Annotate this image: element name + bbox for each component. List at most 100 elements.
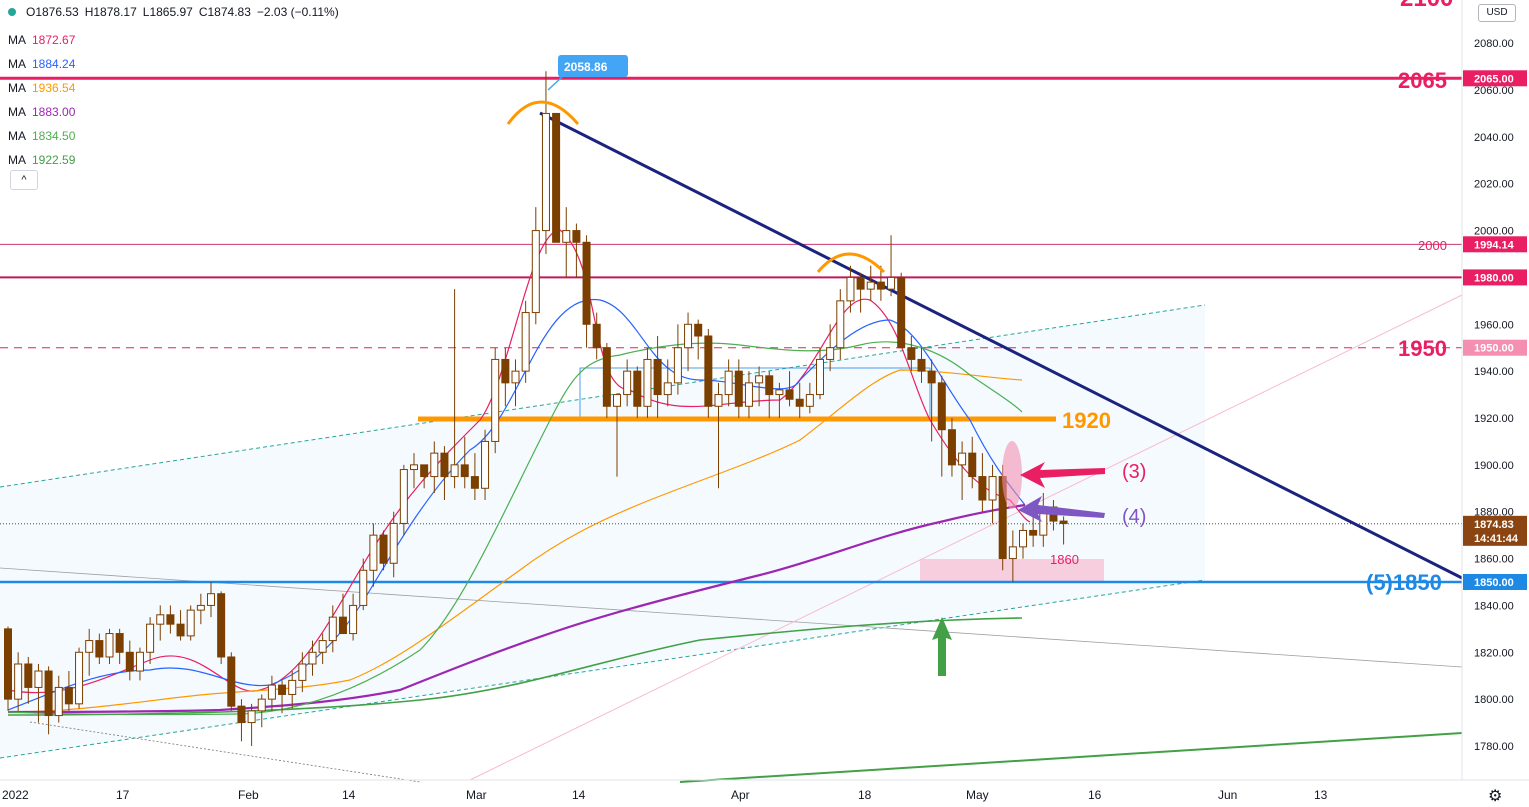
candle-body-up — [247, 710, 256, 724]
candle — [876, 265, 885, 301]
candle — [795, 382, 804, 418]
gear-icon[interactable]: ⚙ — [1488, 788, 1503, 805]
y-tick-label: 1820.00 — [1474, 647, 1514, 659]
callout-pointer — [547, 76, 563, 91]
candle — [562, 207, 571, 278]
candle — [775, 382, 784, 418]
candle-body-up — [531, 230, 540, 314]
candle-body-up — [1019, 529, 1027, 548]
candle — [470, 453, 479, 500]
candle-body-up — [146, 623, 155, 653]
y-tick-label: 1880.00 — [1474, 507, 1514, 519]
candle — [186, 605, 195, 641]
currency-select[interactable]: USD — [1478, 4, 1516, 22]
candle-body-down — [440, 452, 449, 478]
candle — [541, 71, 550, 254]
candle-body-up — [663, 382, 672, 396]
candle-body-down — [947, 429, 956, 466]
ma-row[interactable]: MA 1922.59 — [8, 153, 76, 167]
candle — [694, 319, 703, 360]
candle — [4, 626, 12, 711]
candle — [156, 605, 165, 641]
price-tag-label: 1850.00 — [1474, 577, 1514, 589]
candle — [85, 628, 94, 676]
candle-body-up — [724, 370, 733, 396]
candle — [968, 436, 977, 489]
y-tick-label: 1920.00 — [1474, 413, 1514, 425]
candle-body-down — [704, 335, 713, 407]
candle — [856, 272, 865, 313]
candle — [937, 375, 946, 477]
ma-value: 1872.67 — [32, 33, 76, 47]
candle — [673, 324, 682, 395]
candle-body-down — [460, 464, 469, 478]
candle — [410, 453, 418, 489]
y-tick-label: 1800.00 — [1474, 694, 1514, 706]
ma-row[interactable]: MA 1834.50 — [8, 129, 76, 143]
ohlc-legend: O1876.53 H1878.17 L1865.97 C1874.83 −2.0… — [8, 5, 339, 19]
candle-body-up — [105, 633, 114, 658]
ma-value: 1884.24 — [32, 57, 76, 71]
candle — [602, 343, 611, 418]
candle — [501, 347, 510, 407]
candle — [947, 418, 956, 477]
annotation-5-1850: (5)1850 — [1366, 570, 1442, 595]
candle-body-down — [115, 633, 124, 653]
price-tag — [1463, 269, 1527, 286]
candle-body-up — [643, 358, 652, 407]
candle — [298, 652, 307, 693]
candle — [836, 289, 845, 360]
candle — [460, 436, 469, 489]
ma-row[interactable]: MA 1936.54 — [8, 81, 76, 95]
annotation-3: (3) — [1122, 461, 1146, 483]
candle-body-down — [278, 684, 287, 695]
x-tick-label: 13 — [1314, 788, 1328, 802]
ma-line-1 — [7, 229, 1031, 694]
channel-upper-line — [0, 304, 1206, 488]
ma-row[interactable]: MA 1884.24 — [8, 57, 76, 71]
candle-body-up — [288, 679, 297, 695]
collapse-legend-button[interactable]: ^ — [10, 170, 38, 190]
price-tag — [1463, 515, 1527, 532]
candle-body-down — [917, 358, 926, 372]
candle — [663, 359, 672, 407]
candle — [257, 694, 266, 728]
ma-row[interactable]: MA 1872.67 — [8, 33, 76, 47]
price-tag-label: 1980.00 — [1474, 272, 1514, 284]
candle — [653, 336, 662, 418]
candle — [359, 558, 368, 611]
candle-body-up — [988, 476, 997, 501]
candle-body-up — [755, 375, 764, 384]
candle — [166, 605, 175, 634]
candle — [744, 371, 753, 418]
candle-body-up — [1008, 546, 1017, 560]
x-tick-label: Jun — [1218, 788, 1237, 802]
candle-body-up — [196, 604, 205, 611]
candle-body-down — [572, 230, 581, 243]
ma-row[interactable]: MA 1883.00 — [8, 105, 76, 119]
candle — [917, 347, 926, 383]
candle — [724, 359, 733, 407]
candle-body-down — [694, 323, 703, 337]
y-tick-label: 2080.00 — [1474, 38, 1514, 50]
candle-body-down — [765, 375, 774, 396]
candle-body-down — [95, 640, 104, 658]
candle-body-up — [744, 382, 753, 407]
ma-value: 1936.54 — [32, 81, 76, 95]
candle-body-down — [237, 705, 246, 724]
candle — [196, 593, 205, 625]
candle-body-up — [156, 614, 165, 625]
candle-body-up — [958, 452, 967, 466]
candle — [440, 446, 449, 500]
candle — [207, 582, 215, 618]
axis-background — [1462, 0, 1529, 780]
green-long-line — [679, 732, 1463, 783]
candle-body-down — [785, 389, 794, 400]
candle — [308, 640, 317, 676]
candle-body-down — [897, 276, 906, 349]
annotation-2000: 2000 — [1418, 238, 1447, 253]
candle — [531, 207, 540, 325]
y-tick-label: 2000.00 — [1474, 226, 1514, 238]
candle-body-down — [166, 614, 175, 625]
x-tick-label: Feb — [238, 788, 259, 802]
